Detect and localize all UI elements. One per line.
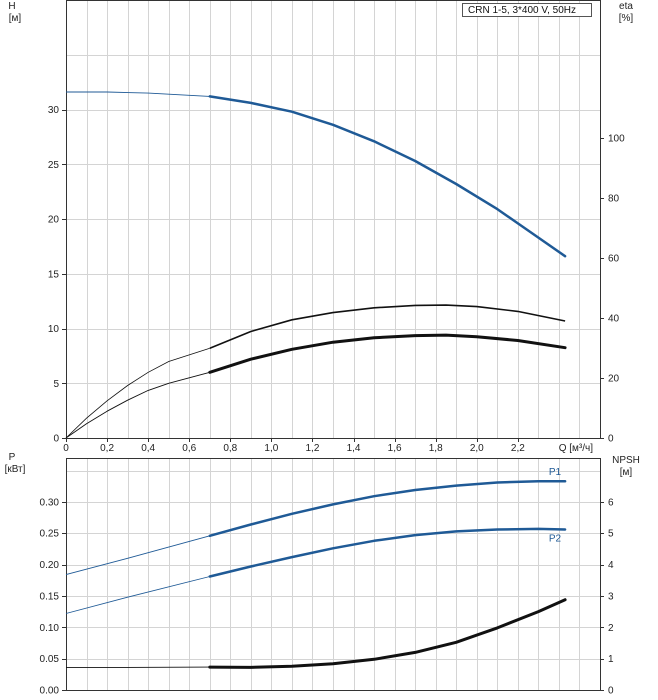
x-tick-label: 1,0 [264, 443, 278, 454]
x-tick-label: 0,4 [141, 443, 155, 454]
grid-lines [66, 0, 600, 690]
right-tick-label: 20 [608, 374, 620, 385]
left-tick-label: 20 [48, 215, 60, 226]
series-label-p1: P1 [549, 467, 562, 478]
right-tick-label: 3 [608, 591, 614, 602]
right-tick-label: 4 [608, 560, 614, 571]
left-axis-unit: [м] [9, 13, 22, 24]
model-label: CRN 1-5, 3*400 V, 50Hz [468, 5, 577, 16]
efficiency-curve [209, 304, 566, 350]
left-tick-label: 0.05 [40, 654, 60, 665]
curve-operating-segment [208, 527, 567, 578]
left-axis-title: H [8, 1, 15, 12]
left-tick-label: 0 [53, 434, 59, 445]
axis-labels: H[м]eta[%]Q [м³/ч]P[кВт]NPSH[м] [5, 1, 640, 478]
left-tick-label: 25 [48, 160, 60, 171]
curve-operating-segment [208, 95, 567, 258]
right-axis-title: eta [619, 1, 633, 12]
curve-thin-segment [65, 576, 210, 614]
right-tick-label: 0 [608, 686, 614, 697]
x-tick-label: 1,2 [306, 443, 320, 454]
left-tick-label: 10 [48, 324, 60, 335]
curves: P1 P2 [65, 91, 567, 669]
left-axis-title: P [9, 452, 16, 463]
right-axis-title: NPSH [612, 455, 640, 466]
curve-operating-segment [208, 598, 567, 669]
right-axis-unit: [%] [619, 13, 634, 24]
left-tick-label: 5 [53, 379, 59, 390]
right-axis-unit: [м] [620, 467, 633, 478]
x-tick-label: 0,2 [100, 443, 114, 454]
right-tick-label: 40 [608, 314, 620, 325]
right-tick-label: 60 [608, 254, 620, 265]
efficiency-curve-thin [65, 347, 210, 439]
left-tick-label: 0.20 [40, 560, 60, 571]
left-tick-label: 30 [48, 105, 60, 116]
curve-thin-segment [66, 91, 210, 97]
series-label-p2: P2 [549, 533, 562, 544]
curve-operating-segment [208, 333, 567, 374]
x-tick-label: 0,8 [223, 443, 237, 454]
x-tick-label: 1,4 [347, 443, 361, 454]
right-tick-label: 5 [608, 529, 614, 540]
x-axis-label: Q [м³/ч] [559, 443, 594, 454]
right-tick-label: 100 [608, 134, 625, 145]
x-tick-label: 0,6 [182, 443, 196, 454]
left-tick-label: 15 [48, 269, 60, 280]
left-tick-label: 0.30 [40, 497, 60, 508]
curve-operating-segment [208, 479, 567, 538]
x-tick-label: 1,8 [429, 443, 443, 454]
right-tick-label: 2 [608, 623, 614, 634]
x-tick-label: 2,2 [511, 443, 525, 454]
curve-thin-segment [65, 535, 210, 576]
curve-thin-segment [65, 371, 210, 439]
left-tick-label: 0.15 [40, 591, 60, 602]
left-tick-label: 0.00 [40, 686, 60, 697]
model-label-box: CRN 1-5, 3*400 V, 50Hz [462, 3, 592, 17]
plot-frame [66, 0, 601, 439]
x-tick-label: 2,0 [470, 443, 484, 454]
right-tick-label: 0 [608, 434, 614, 445]
left-axis-unit: [кВт] [5, 464, 26, 475]
left-tick-label: 0.25 [40, 529, 60, 540]
left-tick-label: 0.10 [40, 623, 60, 634]
x-tick-label: 0 [63, 443, 69, 454]
x-tick-label: 1,6 [388, 443, 402, 454]
right-tick-label: 1 [608, 654, 614, 665]
right-tick-label: 80 [608, 194, 620, 205]
right-tick-label: 6 [608, 497, 614, 508]
